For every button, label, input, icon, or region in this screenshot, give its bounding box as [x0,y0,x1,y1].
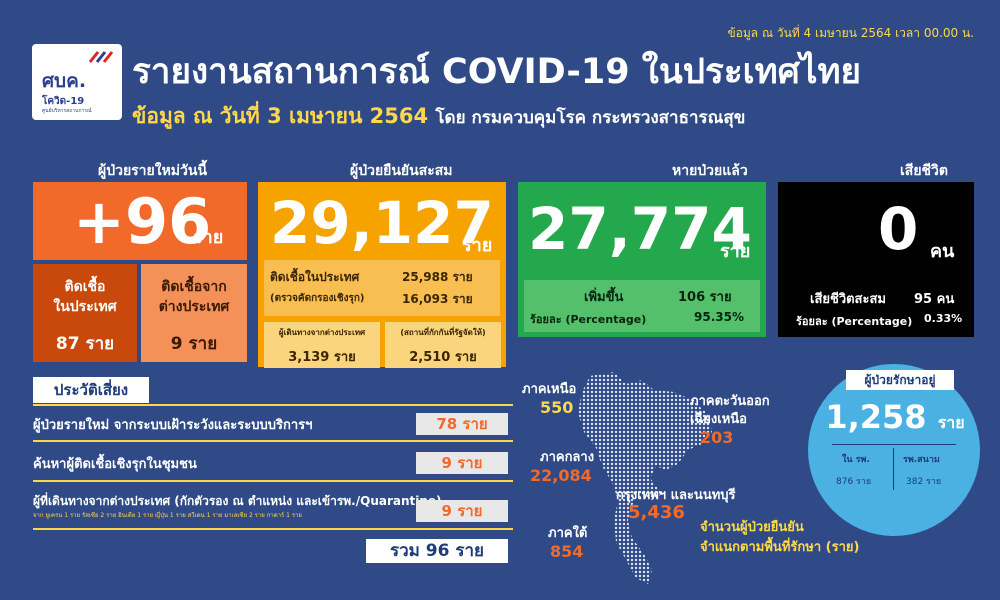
region-north-value: 550 [540,398,574,417]
risk-divider [33,480,513,482]
logo-small-text: ศูนย์บริหารสถานการณ์ [42,108,92,114]
new-abroad-value: 9 ราย [170,334,218,354]
subtitle-source: โดย กรมควบคุมโรค กระทรวงสาธารณสุข [435,108,746,128]
hospital-field-label: รพ.สนาม [903,455,940,465]
deaths-cum-value: 95 คน [914,292,955,307]
new-cases-card: +96 ราย [33,182,247,260]
data-timestamp: ข้อมูล ณ วันที่ 4 เมษายน 2564 เวลา 00.00… [727,26,974,40]
hospital-rp-label: ใน รพ. [842,455,870,465]
cumulative-breakdown: ติดเชื้อในประเทศ 25,988 ราย (ตรวจคัดกรอง… [264,260,500,316]
risk-item-label: ผู้ป่วยรายใหม่ จากระบบเฝ้าระวังและระบบบร… [33,418,313,433]
map-legend-line-1: จำนวนผู้ป่วยยืนยัน [700,520,804,535]
thailand-map-icon [578,372,712,584]
new-cases-label: ผู้ป่วยรายใหม่วันนี้ [98,163,208,179]
subtitle-date: ข้อมูล ณ วันที่ 3 เมษายน 2564 [132,104,429,128]
region-north-label: ภาคเหนือ [522,382,577,397]
region-south-value: 854 [550,542,584,561]
deaths-value: 0 [878,195,919,263]
region-bangkok-label: กรุงเทพฯ และนนทบุรี [616,488,736,503]
cco-logo: ศบค. โควิด-19 ศูนย์บริหารสถานการณ์ [32,44,122,120]
new-abroad-label-1: ติดเชื้อจาก [161,279,227,295]
hospital-divider [832,444,956,445]
travelers-box: ผู้เดินทางจากต่างประเทศ 3,139 ราย [264,322,380,368]
hospital-rp-value: 876 ราย [836,477,872,487]
domestic-value: 25,988 ราย [402,270,473,284]
page-subtitle: ข้อมูล ณ วันที่ 3 เมษายน 2564 โดย กรมควบ… [132,100,745,133]
travelers-label: ผู้เดินทางจากต่างประเทศ [278,328,366,337]
quarantine-value: 2,510 ราย [409,350,477,365]
recovered-unit: ราย [720,241,751,262]
active-search-label: (ตรวจคัดกรองเชิงรุก) [270,293,365,304]
hospitalized-label: ผู้ป่วยรักษาอยู่ [846,370,954,390]
domestic-label: ติดเชื้อในประเทศ [270,270,360,284]
recovered-breakdown: เพิ่มขึ้น 106 ราย ร้อยละ (Percentage) 95… [524,280,760,332]
quarantine-box: (สถานที่กักกันที่รัฐจัดให้) 2,510 ราย [385,322,501,368]
risk-divider [33,440,513,442]
logo-sub-text: โควิด-19 [42,96,85,107]
deaths-unit: คน [930,241,955,262]
cumulative-value: 29,127 [270,189,494,257]
deaths-pct-value: 0.33% [924,312,963,325]
risk-item-value: 9 ราย [416,452,508,474]
logo-main-text: ศบค. [42,70,87,92]
risk-total: รวม 96 ราย [366,539,508,563]
deaths-card: 0 คน เสียชีวิตสะสม 95 คน ร้อยละ (Percent… [778,182,974,337]
new-abroad-card: ติดเชื้อจาก ต่างประเทศ 9 ราย [141,264,247,362]
risk-divider [33,528,513,530]
risk-divider [33,404,513,406]
logo-flag-icon [88,51,114,63]
page-title: รายงานสถานการณ์ COVID-19 ในประเทศไทย [132,52,862,92]
cumulative-unit: ราย [462,235,493,256]
risk-item-value: 78 ราย [416,413,508,435]
risk-item-label: ผู้ที่เดินทางจากต่างประเทศ (กักตัวรอง ณ … [33,494,442,508]
recovered-pct-value: 95.35% [694,310,744,324]
map-legend-line-2: จำแนกตามพื้นที่รักษา (ราย) [700,540,860,555]
region-northeast-label: ภาคตะวันออก [690,394,770,409]
recovered-label: หายป่วยแล้ว [672,163,748,179]
new-abroad-label-2: ต่างประเทศ [158,299,230,315]
recovered-value: 27,774 [528,195,752,263]
deaths-pct-label: ร้อยละ (Percentage) [796,315,913,328]
recovered-increase-value: 106 ราย [678,290,732,305]
region-northeast-label-2: เฉียงเหนือ [690,412,747,427]
hospitalized-circle [808,364,980,536]
recovered-increase-label: เพิ่มขึ้น [584,290,624,305]
active-search-value: 16,093 ราย [402,292,473,306]
region-south-label: ภาคใต้ [548,526,588,541]
cumulative-label: ผู้ป่วยยืนยันสะสม [350,163,453,179]
deaths-cum-label: เสียชีวิตสะสม [810,292,886,307]
risk-item-value: 9 ราย [416,500,508,522]
new-local-label-2: ในประเทศ [53,299,117,315]
hospitalized-number: 1,258 [825,398,927,436]
region-northeast-value: 203 [700,428,734,447]
new-local-card: ติดเชื้อ ในประเทศ 87 ราย [33,264,137,362]
new-cases-unit: ราย [193,227,224,248]
hospital-divider-vertical [893,448,894,490]
risk-country-note: จาก ยูเครน 1 ราย รัสเซีย 2 ราย อินเดีย 1… [33,512,302,519]
region-bangkok-value: 5,436 [628,502,685,523]
hospital-field-value: 382 ราย [906,477,942,487]
risk-history-title: ประวัติเสี่ยง [33,377,149,403]
deaths-label: เสียชีวิต [900,163,948,179]
quarantine-label: (สถานที่กักกันที่รัฐจัดให้) [400,328,486,337]
region-central-label: ภาคกลาง [540,450,595,465]
risk-item-label: ค้นหาผู้ติดเชื้อเชิงรุกในชุมชน [33,457,197,472]
new-cases-value: +96 [73,185,212,258]
new-local-value: 87 ราย [55,334,115,354]
hospitalized-value: 1,258 ราย [823,398,967,436]
recovered-pct-label: ร้อยละ (Percentage) [530,313,647,326]
new-local-label-1: ติดเชื้อ [64,279,106,295]
hospitalized-unit: ราย [937,413,965,432]
travelers-value: 3,139 ราย [288,350,356,365]
region-central-value: 22,084 [530,466,592,485]
